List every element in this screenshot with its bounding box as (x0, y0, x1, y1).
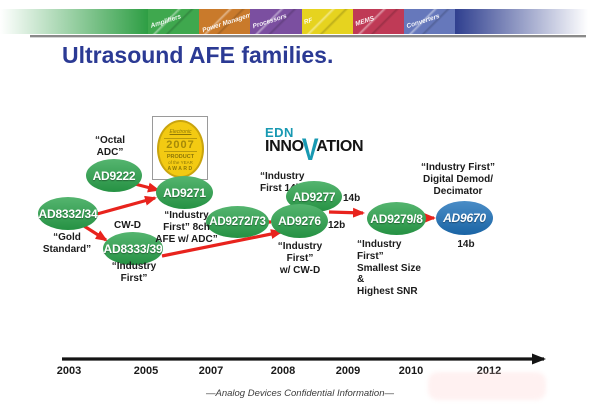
banner-tiles: Amplifiers Power Management Processors R… (148, 9, 456, 34)
annotation-14b-ad9277: 14b (343, 193, 361, 204)
node-label: AD9271 (163, 185, 206, 200)
node-ad9222: AD9222 (86, 159, 142, 192)
slide-title: Ultrasound AFE families. (62, 42, 334, 68)
tile-label: MEMS (354, 15, 375, 28)
node-label: AD9276 (278, 214, 321, 228)
node-ad9670: AD9670 (436, 201, 493, 235)
annotation-industry-first-snr: “Industry First” Smallest Size & Highest… (357, 239, 421, 298)
tile-label: Processors (252, 12, 288, 31)
banner-tile-processors: Processors (250, 9, 302, 34)
node-ad9276: AD9276 (271, 204, 328, 238)
banner-tile-mems: MEMS (352, 9, 404, 34)
annotation-12b-ad9276: 12b (328, 220, 346, 231)
annotation-cw-d: CW-D (114, 220, 142, 231)
annotation-industry-first-demod: “Industry First” Digital Demod/ Decimato… (421, 162, 495, 197)
node-ad9271: AD9271 (156, 176, 213, 209)
award-publication: Electronic (169, 129, 192, 135)
award-medal: Electronic 2007 PRODUCT of the YEAR AWAR… (157, 120, 204, 178)
edn-v-mark: V (301, 132, 319, 168)
arrow-ad8332-ad9271 (96, 195, 157, 216)
year-2007: 2007 (198, 365, 224, 377)
node-ad8332-34: AD8332/34 (38, 197, 98, 230)
banner: Amplifiers Power Management Processors R… (0, 9, 600, 34)
tile-label: Converters (405, 12, 441, 31)
node-label: AD9222 (92, 168, 136, 183)
banner-tile-converters: Converters (403, 9, 456, 34)
banner-tile-rf: RF (301, 9, 353, 34)
edn-innovation-text: INNO V ATION (265, 134, 364, 165)
annotation-octal-adc: “Octal ADC” (94, 135, 125, 158)
node-label: AD9277 (292, 189, 336, 204)
award-line3: AWARD (167, 166, 194, 172)
tile-label: Amplifiers (149, 13, 183, 30)
award-line2: of the YEAR (168, 160, 193, 165)
node-label: AD8333/39 (103, 241, 163, 256)
award-line1: PRODUCT (166, 154, 195, 160)
arrow-ad9222-ad9271 (134, 182, 160, 193)
confidential-footer: —Analog Devices Confidential Information… (206, 388, 394, 399)
banner-tile-amplifiers: Amplifiers (148, 9, 200, 34)
annotation-industry-first-cwd: “Industry First” w/ CW-D (277, 241, 323, 276)
year-2009: 2009 (335, 365, 361, 377)
award-medal-box: Electronic 2007 PRODUCT of the YEAR AWAR… (152, 116, 208, 180)
edn-innovation-part1: INNO (265, 138, 304, 155)
edn-logo-text: EDN (265, 125, 294, 140)
banner-gradient-right (455, 9, 588, 34)
year-2003: 2003 (56, 365, 82, 377)
year-2005: 2005 (133, 365, 159, 377)
edn-innovation-logo: EDN INNO V ATION (265, 125, 364, 166)
watermark-smudge (428, 372, 546, 400)
tile-label: Power Management (201, 9, 251, 34)
node-label: AD9279/8 (370, 211, 423, 226)
tile-label: RF (302, 16, 314, 27)
node-ad8333-39: AD8333/39 (103, 232, 163, 265)
node-ad9272-73: AD9272/73 (206, 206, 269, 238)
header-rule (30, 35, 586, 38)
banner-gradient-left (0, 9, 148, 34)
year-2008: 2008 (270, 365, 296, 377)
node-label: AD8332/34 (38, 206, 98, 221)
arrow-ad9276-ad9279 (328, 207, 365, 218)
annotation-14b-ad9670: 14b (457, 239, 475, 250)
annotation-industry-first-8ch: “Industry First” 8ch AFE w/ ADC” (155, 210, 218, 245)
annotation-industry-first-8333: “Industry First” (111, 261, 157, 284)
year-2012: 2012 (476, 365, 502, 377)
node-ad9279-8: AD9279/8 (367, 202, 426, 235)
node-label: AD9272/73 (209, 216, 266, 228)
annotation-gold-standard: “Gold Standard” (42, 232, 92, 255)
edn-innovation-part2: ATION (316, 138, 364, 155)
node-label: AD9670 (443, 211, 486, 225)
award-year: 2007 (164, 138, 197, 152)
year-2010: 2010 (398, 365, 424, 377)
banner-tile-power: Power Management (199, 9, 251, 34)
